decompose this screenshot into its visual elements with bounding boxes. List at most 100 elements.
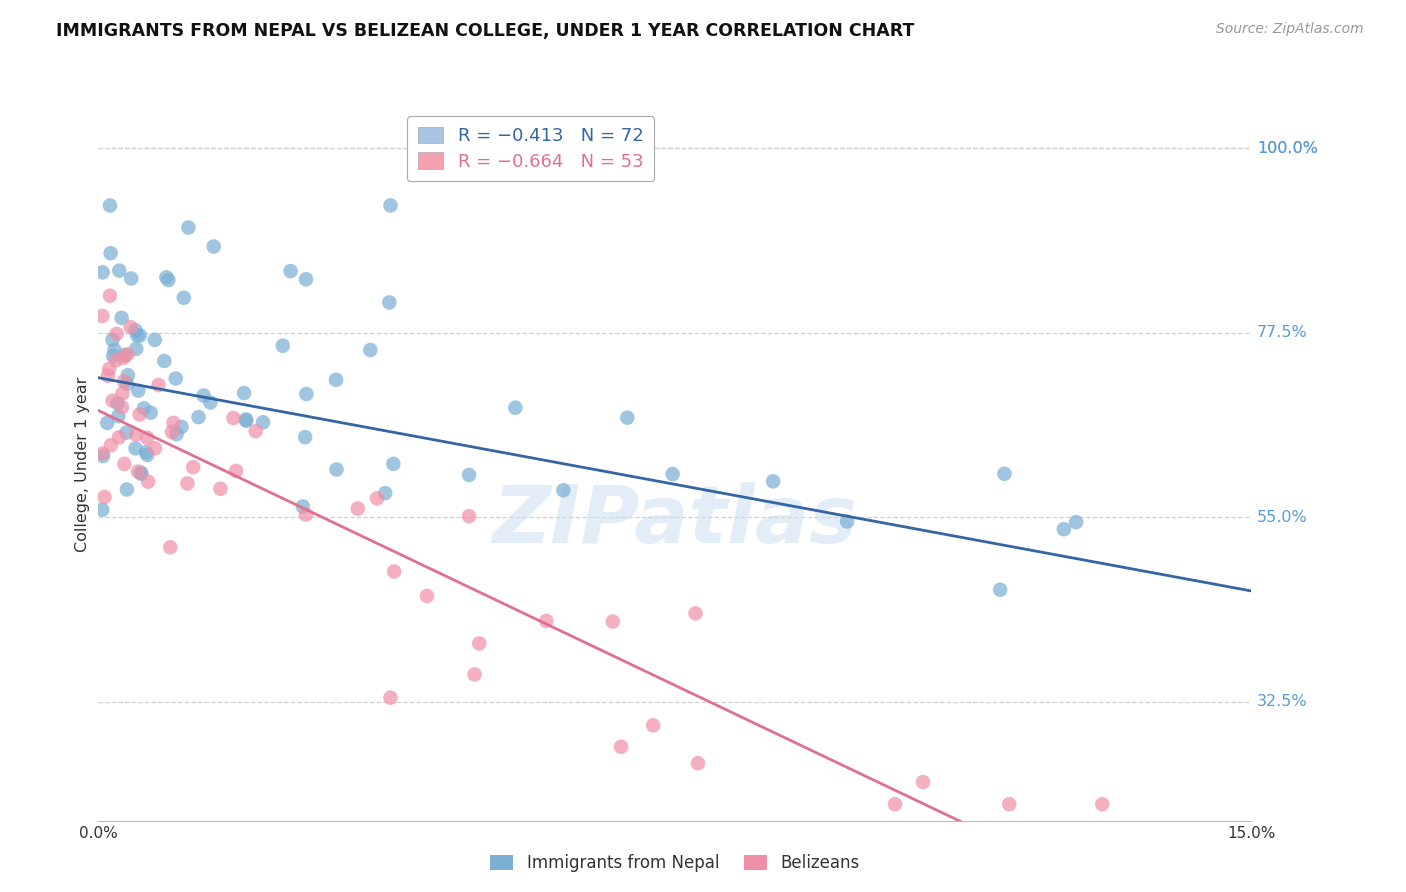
Point xyxy=(117,368,139,383)
Point xyxy=(685,607,707,621)
Text: 32.5%: 32.5% xyxy=(1257,694,1308,709)
Point xyxy=(160,425,183,439)
Point xyxy=(382,565,405,579)
Point xyxy=(98,362,121,376)
Point xyxy=(135,445,157,459)
Point xyxy=(458,467,481,482)
Point xyxy=(245,424,267,438)
Point xyxy=(124,323,146,337)
Point xyxy=(209,482,232,496)
Point xyxy=(117,347,139,361)
Point xyxy=(129,466,152,480)
Point xyxy=(125,427,148,442)
Point xyxy=(120,271,142,285)
Point xyxy=(124,442,146,456)
Point xyxy=(346,501,368,516)
Point xyxy=(129,467,152,481)
Point xyxy=(378,295,401,310)
Point xyxy=(104,353,127,368)
Point xyxy=(553,483,575,498)
Text: 77.5%: 77.5% xyxy=(1257,325,1308,340)
Point xyxy=(325,462,347,476)
Point xyxy=(107,396,129,410)
Point xyxy=(97,368,120,383)
Point xyxy=(111,400,134,414)
Point xyxy=(616,410,638,425)
Text: IMMIGRANTS FROM NEPAL VS BELIZEAN COLLEGE, UNDER 1 YEAR CORRELATION CHART: IMMIGRANTS FROM NEPAL VS BELIZEAN COLLEG… xyxy=(56,22,915,40)
Point xyxy=(280,264,302,278)
Point xyxy=(91,309,114,323)
Point xyxy=(127,384,149,398)
Text: 100.0%: 100.0% xyxy=(1257,141,1317,155)
Point xyxy=(170,420,193,434)
Point xyxy=(132,401,155,416)
Point xyxy=(835,515,858,529)
Point xyxy=(125,342,148,356)
Point xyxy=(464,667,486,681)
Point xyxy=(129,328,152,343)
Point xyxy=(252,415,274,429)
Point xyxy=(686,756,709,771)
Point xyxy=(235,412,257,426)
Point xyxy=(468,636,491,650)
Point xyxy=(101,349,124,363)
Point xyxy=(993,467,1015,481)
Point xyxy=(100,438,122,452)
Point xyxy=(148,378,170,392)
Point xyxy=(157,273,180,287)
Text: 55.0%: 55.0% xyxy=(1257,509,1308,524)
Point xyxy=(136,475,159,489)
Point xyxy=(382,457,405,471)
Point xyxy=(159,541,181,555)
Point xyxy=(325,373,347,387)
Point xyxy=(115,425,138,440)
Point xyxy=(143,442,166,456)
Text: Source: ZipAtlas.com: Source: ZipAtlas.com xyxy=(1216,22,1364,37)
Point xyxy=(96,416,118,430)
Point xyxy=(222,411,245,425)
Point xyxy=(505,401,527,415)
Point xyxy=(114,348,136,362)
Point xyxy=(643,718,665,732)
Point xyxy=(177,220,200,235)
Point xyxy=(225,464,247,478)
Point xyxy=(884,797,907,812)
Point xyxy=(235,414,257,428)
Point xyxy=(98,288,121,302)
Point xyxy=(111,386,134,401)
Point xyxy=(165,371,187,385)
Point xyxy=(374,486,396,500)
Point xyxy=(176,476,198,491)
Point xyxy=(1064,515,1087,529)
Point xyxy=(153,354,176,368)
Point xyxy=(1053,522,1076,536)
Point xyxy=(1091,797,1114,812)
Point xyxy=(291,500,314,514)
Point xyxy=(162,416,184,430)
Point xyxy=(120,320,142,334)
Point xyxy=(610,739,633,754)
Point xyxy=(173,291,195,305)
Point xyxy=(127,465,149,479)
Point xyxy=(91,502,114,516)
Point xyxy=(187,410,209,425)
Point xyxy=(166,427,188,442)
Point xyxy=(112,374,135,388)
Point xyxy=(105,326,128,341)
Point xyxy=(762,475,785,489)
Point xyxy=(295,387,318,401)
Point xyxy=(128,408,150,422)
Point xyxy=(127,328,149,343)
Point xyxy=(911,775,934,789)
Point xyxy=(458,509,481,524)
Point xyxy=(193,388,215,402)
Point xyxy=(536,614,558,628)
Point xyxy=(101,393,124,408)
Point xyxy=(295,508,318,522)
Point xyxy=(380,690,402,705)
Point xyxy=(98,198,121,212)
Point xyxy=(139,406,162,420)
Point xyxy=(101,333,124,347)
Point xyxy=(93,490,115,504)
Point xyxy=(112,351,135,365)
